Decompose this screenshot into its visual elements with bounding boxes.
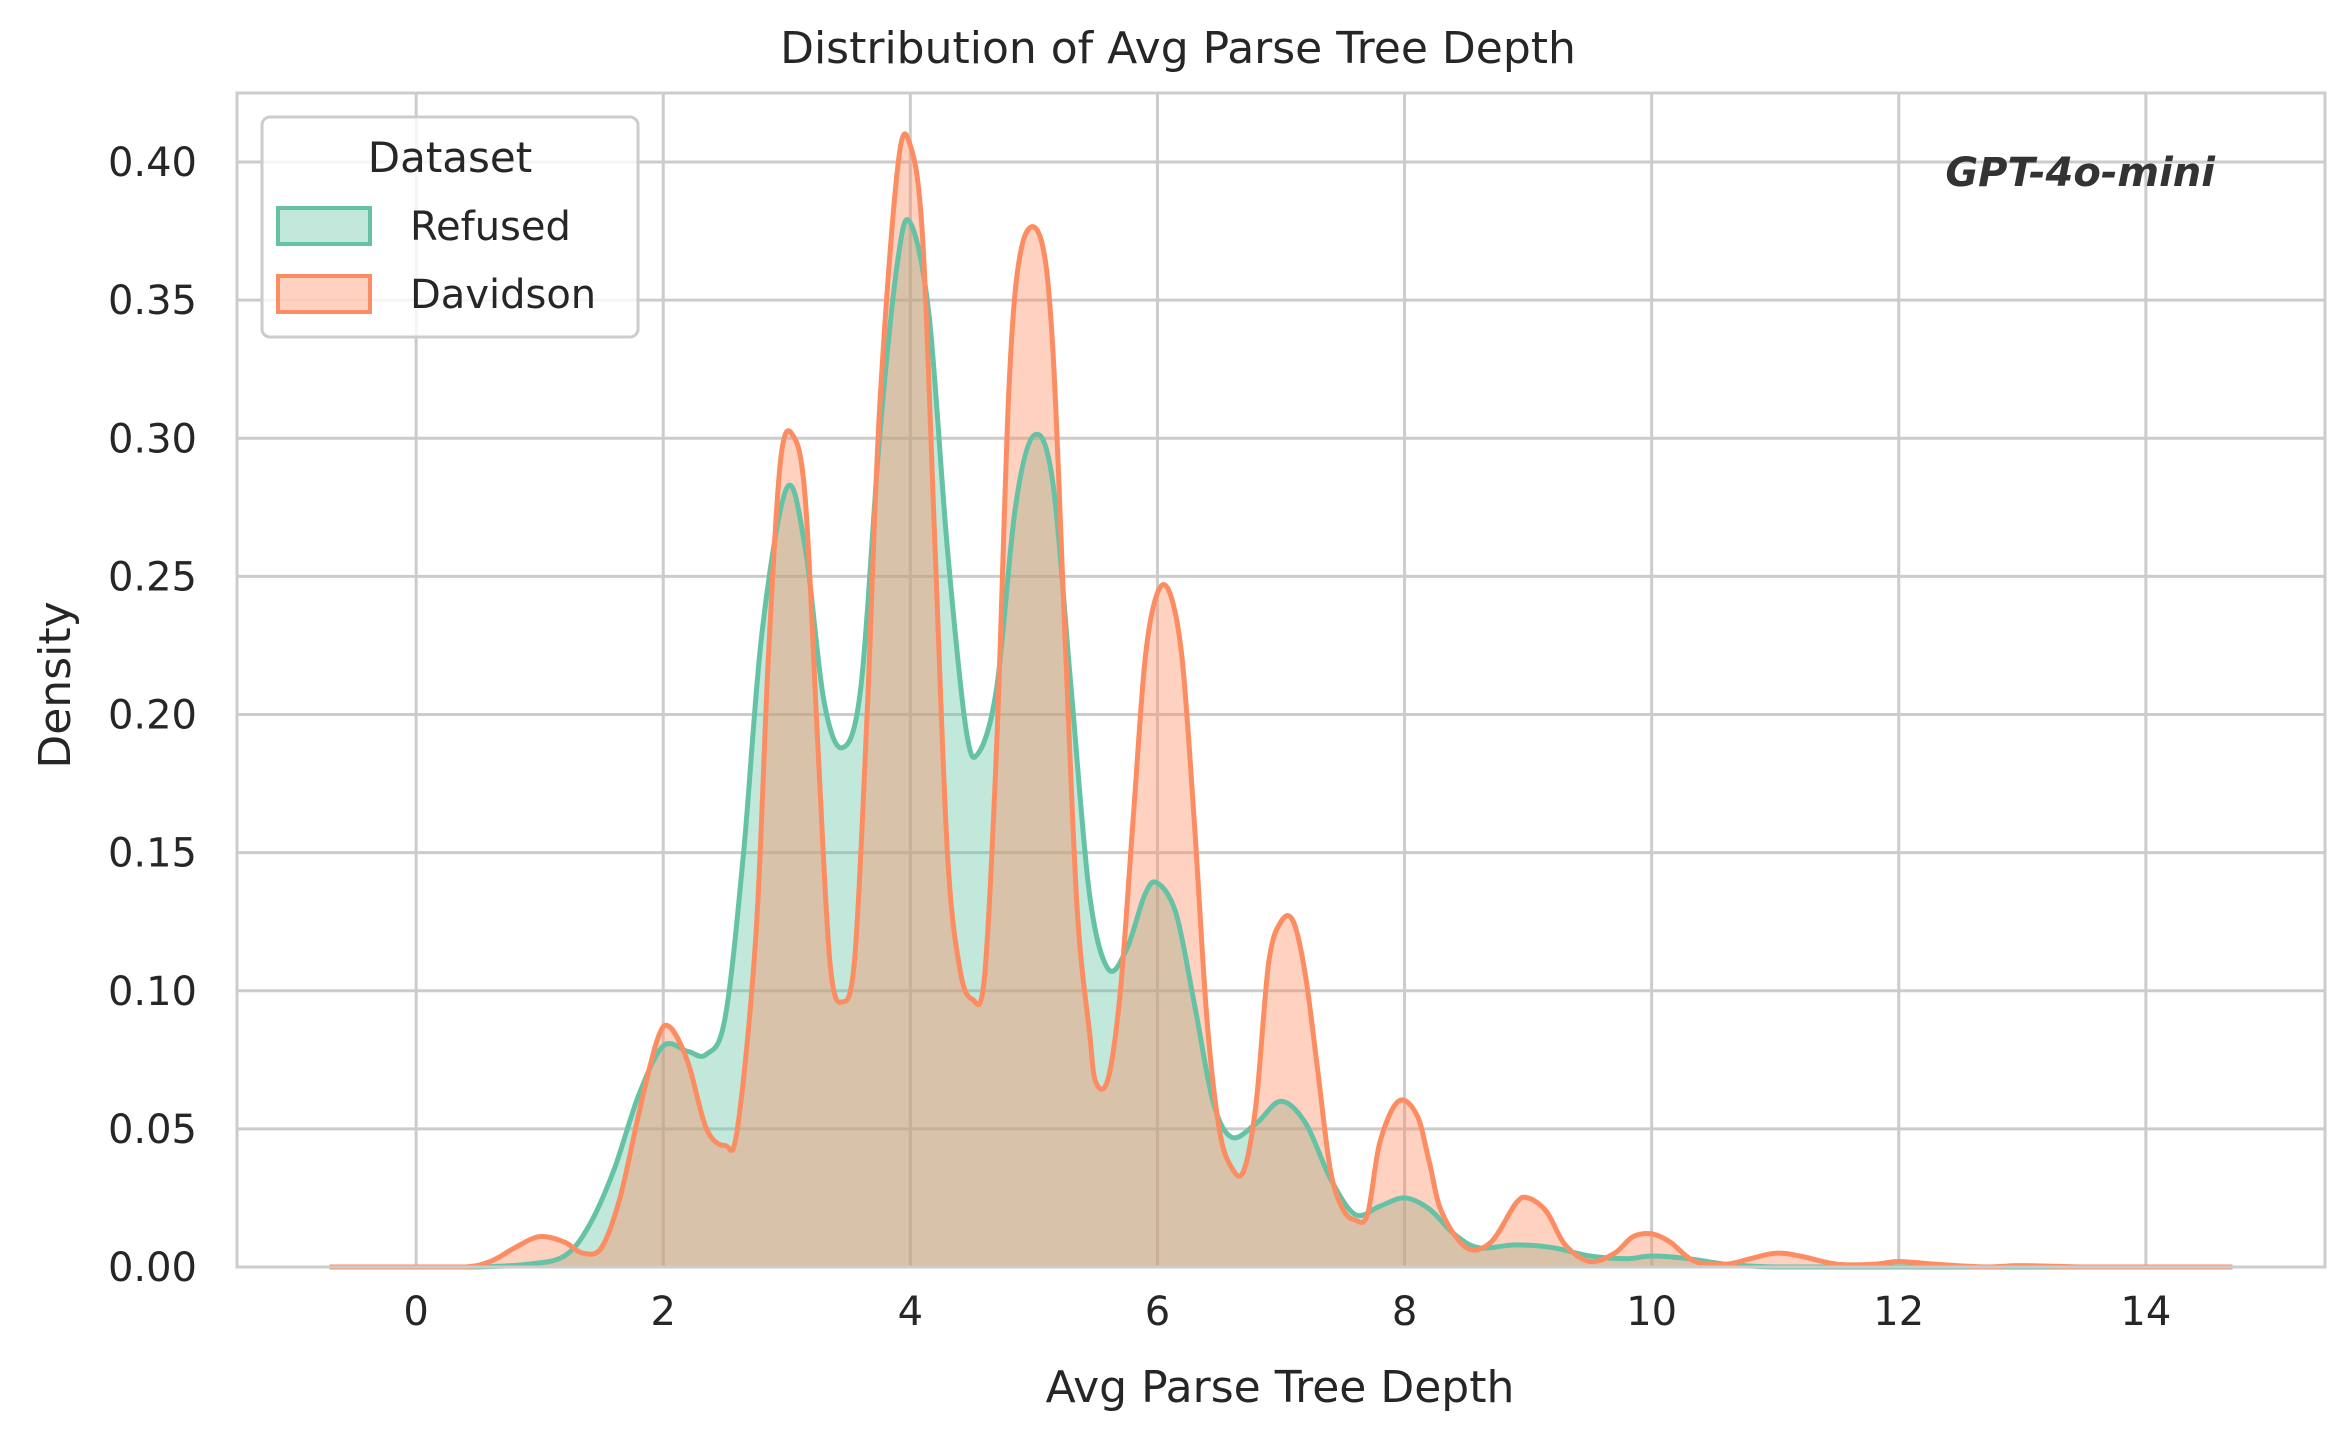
- y-tick-label: 0.25: [108, 554, 197, 600]
- legend-swatch-refused: [276, 206, 372, 246]
- x-tick-label: 0: [403, 1289, 428, 1335]
- model-annotation: GPT-4o-mini: [1945, 150, 2216, 196]
- y-tick-label: 0.05: [108, 1107, 197, 1153]
- legend-label-davidson: Davidson: [410, 272, 596, 318]
- legend-box: [260, 115, 640, 339]
- y-tick-label: 0.35: [108, 278, 197, 324]
- chart-title: Distribution of Avg Parse Tree Depth: [780, 23, 1576, 74]
- x-tick-label: 12: [1873, 1289, 1924, 1335]
- density-line-refused: [329, 216, 2233, 1270]
- x-axis-label: Avg Parse Tree Depth: [1046, 1362, 1515, 1413]
- y-tick-label: 0.00: [108, 1245, 197, 1291]
- plot-frame: [235, 91, 2327, 1269]
- y-axis-label: Density: [30, 601, 81, 768]
- density-area-refused: [329, 219, 2233, 1267]
- x-tick-label: 6: [1145, 1289, 1170, 1335]
- x-tick-label: 14: [2120, 1289, 2171, 1335]
- legend-label-refused: Refused: [410, 204, 571, 250]
- legend: Dataset Refused Davidson: [260, 115, 640, 339]
- x-tick-label: 8: [1392, 1289, 1417, 1335]
- x-tick-label: 10: [1626, 1289, 1677, 1335]
- x-tick-label: 2: [651, 1289, 676, 1335]
- y-tick-label: 0.10: [108, 969, 197, 1015]
- tick-labels: 0 2 4 6 8 10 12 14 0.00 0.05 0.10 0.15 0.20 0.25 0.30 0…: [108, 140, 2171, 1335]
- y-tick-label: 0.30: [108, 416, 197, 462]
- y-tick-label: 0.15: [108, 831, 197, 877]
- legend-swatch-davidson: [276, 274, 372, 314]
- legend-title: Dataset: [368, 133, 532, 182]
- density-area-davidson: [329, 133, 2233, 1267]
- density-series: [329, 131, 2233, 1270]
- x-tick-label: 4: [898, 1289, 923, 1335]
- y-tick-label: 0.40: [108, 140, 197, 186]
- density-line-davidson: [329, 131, 2233, 1270]
- y-tick-label: 0.20: [108, 693, 197, 739]
